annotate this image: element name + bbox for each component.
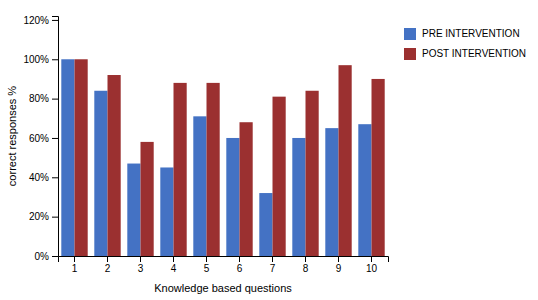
chart: 123456789100%20%40%60%80%100%120%Knowled… (0, 0, 538, 300)
y-tick: 40% (29, 172, 58, 183)
y-tick: 80% (29, 93, 58, 104)
x-tick: 7 (270, 256, 276, 274)
x-tick-label: 5 (204, 263, 210, 274)
x-axis-title: Knowledge based questions (154, 282, 292, 294)
bar (127, 164, 140, 256)
bar (306, 91, 319, 256)
bar (94, 91, 107, 256)
y-tick: 100% (23, 54, 58, 65)
y-tick-mark (52, 138, 58, 139)
bar (273, 97, 286, 256)
y-tick-mark (52, 59, 58, 60)
x-tick-label: 9 (336, 263, 342, 274)
bar-series (75, 59, 385, 256)
bar (141, 142, 154, 256)
bar (226, 138, 239, 256)
x-tick-mark (338, 256, 339, 262)
y-tick-label: 40% (29, 172, 49, 183)
x-tick-mark (173, 256, 174, 262)
x-tick-label: 6 (237, 263, 243, 274)
bar (292, 138, 305, 256)
bar (259, 193, 272, 256)
y-tick-label: 60% (29, 133, 49, 144)
x-tick-label: 4 (171, 263, 177, 274)
x-tick-mark (107, 256, 108, 262)
x-tick-label: 3 (138, 263, 144, 274)
x-tick-label: 7 (270, 263, 276, 274)
legend-item: POST INTERVENTION (404, 48, 526, 60)
y-tick: 120% (23, 15, 58, 26)
x-tick-mark (305, 256, 306, 262)
bar (325, 128, 338, 256)
bar (160, 167, 173, 256)
x-tick-label: 2 (105, 263, 111, 274)
x-tick-mark (272, 256, 273, 262)
bar (108, 75, 121, 256)
x-tick-mark (74, 256, 75, 262)
x-tick: 8 (303, 256, 309, 274)
legend-swatch (404, 28, 416, 40)
bar (372, 79, 385, 256)
x-tick-label: 8 (303, 263, 309, 274)
plot: 123456789100%20%40%60%80%100%120% (23, 15, 388, 274)
bar (75, 59, 88, 256)
y-tick-mark (52, 20, 58, 21)
y-tick: 20% (29, 211, 58, 222)
legend-swatch (404, 48, 416, 60)
y-axis-title: correct responses % (6, 86, 18, 186)
y-tick-label: 100% (23, 54, 49, 65)
x-tick: 3 (138, 256, 144, 274)
x-tick-label: 1 (72, 263, 78, 274)
y-tick-label: 20% (29, 211, 49, 222)
bar (193, 116, 206, 256)
x-tick-mark (371, 256, 372, 262)
x-tick: 10 (366, 256, 378, 274)
x-tick-mark (239, 256, 240, 262)
y-tick-label: 120% (23, 15, 49, 26)
bar-series (61, 59, 371, 256)
x-tick: 1 (72, 256, 78, 274)
y-tick-label: 0% (35, 251, 50, 262)
legend: PRE INTERVENTION POST INTERVENTION (404, 28, 526, 60)
axis-line (52, 17, 59, 257)
x-tick: 6 (237, 256, 243, 274)
y-axis: 0% 20% 40% 60% 80% 100% 120% (23, 15, 58, 262)
legend-item: PRE INTERVENTION (404, 28, 520, 40)
y-tick-mark (52, 99, 58, 100)
x-tick: 2 (105, 256, 111, 274)
bars (61, 59, 384, 256)
x-tick-mark (140, 256, 141, 262)
x-tick-label: 10 (366, 263, 378, 274)
x-tick: 9 (336, 256, 342, 274)
y-tick-mark (52, 177, 58, 178)
bar (61, 59, 74, 256)
bar (207, 83, 220, 256)
bar (339, 65, 352, 256)
x-tick-mark (206, 256, 207, 262)
y-tick: 60% (29, 133, 58, 144)
legend-label: PRE INTERVENTION (422, 28, 520, 39)
bar (174, 83, 187, 256)
x-tick: 5 (204, 256, 210, 274)
bar (358, 124, 371, 256)
y-tick-mark (52, 217, 58, 218)
axis-line (59, 257, 389, 263)
y-tick-label: 80% (29, 93, 49, 104)
legend-label: POST INTERVENTION (422, 48, 526, 59)
y-tick-mark (52, 256, 58, 257)
x-tick: 4 (171, 256, 177, 274)
bar (240, 122, 253, 256)
x-axis: 1 2 3 4 5 6 7 8 9 10 (59, 256, 389, 274)
y-tick: 0% (35, 251, 58, 262)
